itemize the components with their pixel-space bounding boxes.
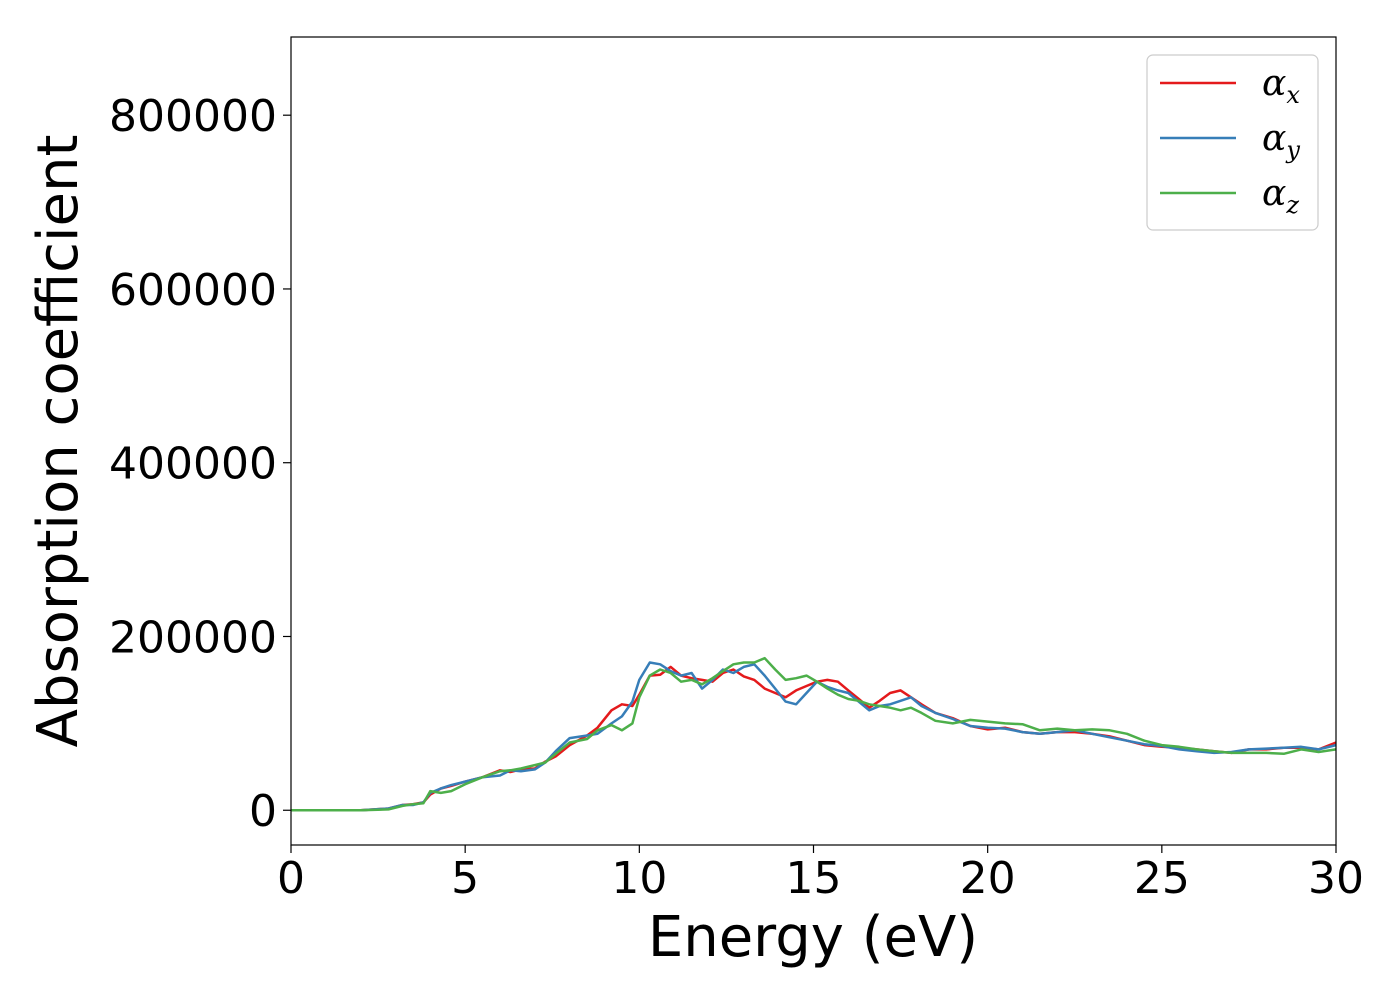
y-axis-title: Absorption coefficient bbox=[26, 135, 91, 748]
y-tick-label: 200000 bbox=[109, 612, 277, 663]
series-line-z bbox=[291, 656, 1337, 812]
y-axis: 0 200000 400000 600000 800000 bbox=[109, 91, 291, 837]
y-tick-label: 0 bbox=[249, 786, 277, 837]
legend-box bbox=[1146, 54, 1319, 231]
x-axis-title: Energy (eV) bbox=[648, 905, 978, 970]
y-tick-label: 800000 bbox=[109, 91, 277, 142]
series-layer bbox=[291, 656, 1337, 812]
series-line-y bbox=[291, 661, 1337, 812]
x-tick-label: 20 bbox=[960, 853, 1016, 904]
x-axis: 0 5 10 15 20 25 30 bbox=[277, 845, 1364, 904]
x-tick-label: 5 bbox=[451, 853, 479, 904]
x-tick-label: 15 bbox=[786, 853, 842, 904]
x-tick-label: 25 bbox=[1134, 853, 1190, 904]
x-tick-label: 10 bbox=[611, 853, 667, 904]
x-tick-label: 30 bbox=[1308, 853, 1364, 904]
y-tick-label: 400000 bbox=[109, 439, 277, 490]
x-tick-label: 0 bbox=[277, 853, 305, 904]
y-tick-label: 600000 bbox=[109, 265, 277, 316]
